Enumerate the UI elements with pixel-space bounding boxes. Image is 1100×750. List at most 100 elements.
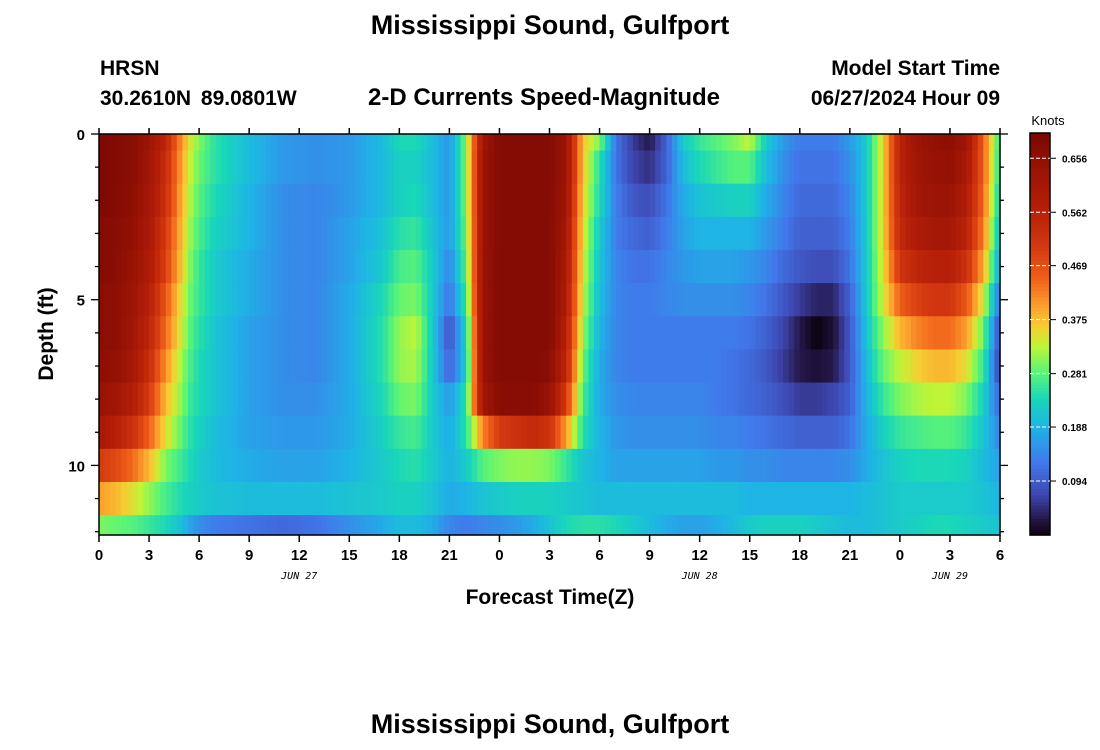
heatmap-cell	[927, 415, 934, 450]
heatmap-cell	[221, 150, 228, 185]
heatmap-cell	[571, 382, 578, 417]
heatmap-cell	[716, 150, 723, 185]
heatmap-cell	[905, 481, 912, 516]
heatmap-cell	[694, 150, 701, 185]
heatmap-cell	[660, 415, 667, 450]
heatmap-cell	[710, 349, 717, 384]
heatmap-cell	[738, 283, 745, 317]
heatmap-cell	[727, 415, 734, 450]
heatmap-cell	[160, 382, 167, 417]
heatmap-cell	[566, 316, 573, 351]
heatmap-cell	[215, 349, 222, 384]
heatmap-cell	[187, 481, 195, 516]
heatmap-cell	[210, 134, 217, 152]
heatmap-cell	[560, 415, 567, 450]
heatmap-cell	[210, 216, 217, 251]
heatmap-cell	[744, 249, 751, 284]
heatmap-cell	[271, 415, 278, 450]
heatmap-cell	[226, 349, 234, 384]
heatmap-cell	[460, 249, 467, 284]
heatmap-cell	[438, 150, 445, 185]
heatmap-cell	[293, 249, 300, 284]
heatmap-cell	[872, 316, 879, 351]
heatmap-cell	[977, 515, 984, 536]
heatmap-cell	[894, 415, 901, 450]
heatmap-cell	[627, 316, 634, 351]
heatmap-cell	[410, 448, 417, 483]
heatmap-cell	[276, 134, 284, 152]
heatmap-cell	[593, 216, 601, 251]
heatmap-cell	[143, 481, 150, 516]
heatmap-cell	[738, 481, 745, 516]
heatmap-cell	[132, 515, 139, 536]
heatmap-cell	[226, 249, 234, 284]
heatmap-cell	[816, 216, 823, 251]
heatmap-cell	[187, 515, 195, 536]
heatmap-cell	[549, 134, 556, 152]
colorbar-cell	[1030, 293, 1050, 298]
colorbar-cell	[1030, 226, 1050, 231]
heatmap-cell	[655, 283, 662, 317]
heatmap-cell	[627, 150, 634, 185]
colorbar-cell	[1030, 364, 1050, 369]
heatmap-cell	[549, 415, 556, 450]
station-coords: 30.2610N 89.0801W	[100, 87, 297, 110]
heatmap-cell	[449, 134, 456, 152]
heatmap-cell	[404, 481, 412, 516]
heatmap-cell	[360, 249, 367, 284]
heatmap-cell	[271, 249, 278, 284]
heatmap-cell	[187, 448, 195, 483]
heatmap-cell	[454, 134, 462, 152]
heatmap-cell	[238, 448, 245, 483]
heatmap-cell	[521, 216, 528, 251]
heatmap-cell	[605, 249, 612, 284]
heatmap-cell	[849, 349, 856, 384]
heatmap-cell	[755, 283, 762, 317]
heatmap-cell	[655, 134, 662, 152]
heatmap-cell	[749, 349, 756, 384]
heatmap-cell	[788, 415, 795, 450]
heatmap-cell	[282, 349, 289, 384]
heatmap-cell	[527, 316, 534, 351]
heatmap-cell	[226, 134, 234, 152]
heatmap-cell	[349, 382, 356, 417]
heatmap-cell	[460, 481, 467, 516]
heatmap-cell	[226, 481, 234, 516]
heatmap-cell	[705, 515, 712, 536]
heatmap-cell	[165, 283, 172, 317]
heatmap-cell	[543, 316, 551, 351]
heatmap-cell	[777, 448, 784, 483]
heatmap-cell	[644, 415, 651, 450]
heatmap-cell	[994, 415, 1001, 450]
heatmap-cell	[321, 382, 328, 417]
heatmap-cell	[327, 283, 334, 317]
heatmap-cell	[555, 481, 562, 516]
heatmap-cell	[844, 150, 851, 185]
heatmap-cell	[365, 415, 373, 450]
heatmap-cell	[838, 183, 845, 218]
heatmap-cell	[577, 515, 584, 536]
heatmap-cell	[677, 515, 684, 536]
heatmap-cell	[911, 515, 918, 536]
heatmap-cell	[682, 481, 690, 516]
heatmap-cell	[265, 481, 273, 516]
heatmap-cell	[232, 515, 239, 536]
heatmap-cell	[282, 150, 289, 185]
heatmap-cell	[115, 134, 122, 152]
heatmap-cell	[938, 515, 945, 536]
heatmap-cell	[938, 134, 945, 152]
heatmap-cell	[137, 249, 145, 284]
heatmap-cell	[777, 349, 784, 384]
heatmap-cell	[571, 134, 578, 152]
heatmap-cell	[516, 382, 523, 417]
heatmap-cell	[927, 448, 934, 483]
heatmap-cell	[760, 382, 768, 417]
heatmap-cell	[560, 316, 567, 351]
heatmap-cell	[738, 515, 745, 536]
heatmap-cell	[377, 382, 384, 417]
heatmap-cell	[327, 249, 334, 284]
heatmap-cell	[571, 316, 578, 351]
heatmap-cell	[115, 382, 122, 417]
heatmap-cell	[154, 515, 161, 536]
heatmap-cell	[721, 382, 729, 417]
